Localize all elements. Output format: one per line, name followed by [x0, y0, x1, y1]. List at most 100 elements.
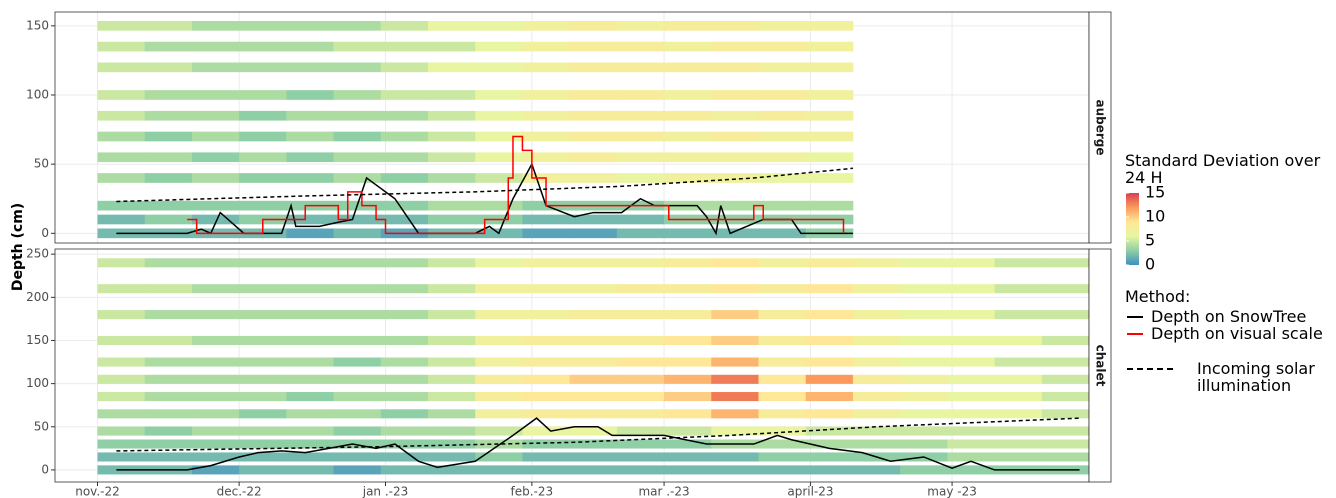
heatmap-cell	[522, 357, 571, 367]
heatmap-cell	[286, 228, 334, 239]
heatmap-cell	[97, 374, 146, 384]
heatmap-cell	[380, 310, 429, 320]
heatmap-cell	[711, 200, 759, 211]
heatmap-cell	[239, 20, 287, 31]
heatmap-cell	[286, 41, 334, 52]
heatmap-cell	[947, 284, 995, 294]
heatmap-cell	[616, 409, 665, 419]
heatmap-cell	[427, 465, 476, 475]
heatmap-cell	[522, 214, 571, 225]
facet-strip	[1088, 11, 1112, 244]
heatmap-cell	[711, 409, 759, 419]
heatmap-cell	[380, 214, 429, 225]
heatmap-cell	[97, 335, 146, 346]
heatmap-cell	[805, 110, 854, 121]
heatmap-cell	[805, 90, 854, 100]
heatmap-cell	[805, 426, 854, 436]
heatmap-cell	[569, 374, 618, 384]
heatmap-cell	[97, 310, 146, 320]
heatmap-cell	[664, 228, 712, 239]
heatmap-cell	[994, 335, 1043, 346]
heatmap-cell	[239, 310, 287, 320]
heatmap-cell	[191, 258, 240, 268]
heatmap-cell	[522, 41, 571, 52]
colorbar-tick-label: 15	[1145, 183, 1165, 202]
heatmap-cell	[144, 214, 193, 225]
heatmap-cell	[191, 284, 240, 294]
heatmap-cell	[380, 152, 429, 163]
heatmap-cell	[664, 357, 712, 367]
heatmap-cell	[569, 258, 618, 268]
heatmap-cell	[475, 392, 523, 402]
heatmap-cell	[475, 357, 523, 367]
heatmap-cell	[758, 41, 807, 52]
heatmap-cell	[144, 409, 193, 419]
heatmap-cell	[380, 62, 429, 73]
heatmap-cell	[239, 173, 287, 183]
heatmap-cell	[380, 110, 429, 121]
heatmap-cell	[427, 110, 476, 121]
heatmap-cell	[758, 374, 807, 384]
heatmap-cell	[427, 90, 476, 100]
heatmap-cell	[664, 20, 712, 31]
heatmap-cell	[380, 452, 429, 462]
heatmap-cell	[616, 131, 665, 142]
heatmap-cell	[239, 374, 287, 384]
heatmap-cell	[569, 392, 618, 402]
heatmap-cell	[97, 214, 146, 225]
heatmap-cell	[900, 392, 948, 402]
heatmap-cell	[286, 214, 334, 225]
heatmap-cell	[191, 214, 240, 225]
heatmap-cell	[711, 392, 759, 402]
heatmap-cell	[475, 200, 523, 211]
heatmap-cell	[616, 374, 665, 384]
heatmap-cell	[522, 131, 571, 142]
heatmap-cell	[239, 200, 287, 211]
heatmap-cell	[616, 357, 665, 367]
heatmap-cell	[664, 335, 712, 346]
heatmap-cell	[664, 465, 712, 475]
heatmap-cell	[900, 357, 948, 367]
heatmap-cell	[711, 62, 759, 73]
heatmap-cell	[144, 310, 193, 320]
heatmap-cell	[569, 90, 618, 100]
heatmap-cell	[427, 200, 476, 211]
heatmap-cell	[333, 90, 382, 100]
heatmap-cell	[994, 392, 1043, 402]
heatmap-cell	[239, 439, 287, 449]
heatmap-cell	[191, 465, 240, 475]
heatmap-cell	[616, 465, 665, 475]
heatmap-cell	[380, 200, 429, 211]
heatmap-cell	[286, 131, 334, 142]
heatmap-cell	[475, 465, 523, 475]
heatmap-cell	[852, 392, 901, 402]
heatmap-cell	[758, 409, 807, 419]
heatmap-cell	[805, 335, 854, 346]
legend-item: Depth on SnowTree	[1125, 308, 1335, 325]
heatmap-cell	[805, 392, 854, 402]
heatmap-cell	[333, 335, 382, 346]
heatmap-cell	[144, 110, 193, 121]
heatmap-cell	[947, 392, 995, 402]
heatmap-cell	[427, 409, 476, 419]
heatmap-cell	[758, 131, 807, 142]
heatmap-cell	[286, 409, 334, 419]
heatmap-cell	[1041, 357, 1090, 367]
y-tick-label: 150	[26, 333, 49, 347]
heatmap-cell	[239, 62, 287, 73]
heatmap-cell	[664, 90, 712, 100]
heatmap-cell	[900, 258, 948, 268]
heatmap-cell	[144, 41, 193, 52]
legend-label: Depth on visual scale	[1151, 324, 1323, 343]
legend-item: Depth on visual scale	[1125, 325, 1335, 342]
heatmap-cell	[664, 439, 712, 449]
heatmap-cell	[333, 392, 382, 402]
heatmap-cell	[664, 374, 712, 384]
heatmap-cell	[427, 20, 476, 31]
heatmap-cell	[947, 374, 995, 384]
heatmap-cell	[427, 374, 476, 384]
heatmap-cell	[97, 90, 146, 100]
heatmap-cell	[711, 452, 759, 462]
colorbar	[1126, 193, 1139, 265]
